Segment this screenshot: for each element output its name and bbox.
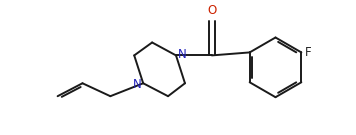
Text: N: N (132, 78, 141, 91)
Text: O: O (207, 4, 216, 17)
Text: F: F (305, 46, 312, 59)
Text: N: N (178, 48, 187, 61)
